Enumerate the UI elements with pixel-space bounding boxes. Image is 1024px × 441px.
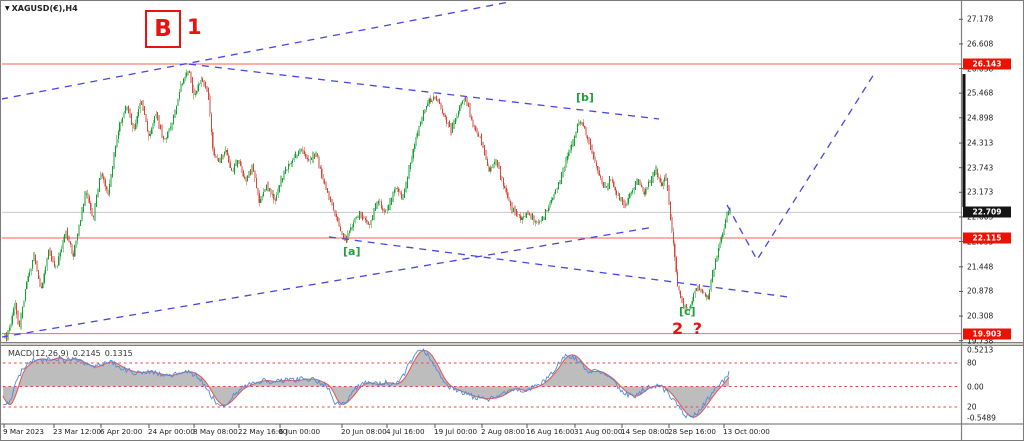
price-level-badge: 26.143 — [963, 58, 1011, 70]
macd-axis-label: 0.5213 — [967, 345, 994, 355]
trendline[interactable] — [1, 1, 514, 100]
time-tick-label: 23 Mar 12:00 — [53, 427, 101, 436]
dropdown-triangle-icon: ▼ — [5, 5, 10, 12]
macd-axis: 0.5213 80 0.00 20 -0.5489 — [962, 345, 1023, 425]
time-tick-label: 31 Aug 00:00 — [574, 427, 623, 436]
price-level-badge: 19.903 — [963, 328, 1011, 340]
time-tick-label: 22 May 16:00 — [238, 427, 288, 436]
macd-signal-line — [2, 349, 730, 418]
macd-main-line — [2, 348, 730, 419]
time-tick-label: 6 Jun 00:00 — [279, 427, 321, 436]
time-tick-label: 14 Sep 08:00 — [621, 427, 669, 436]
price-pane[interactable] — [1, 1, 961, 342]
price-axis[interactable]: 27.17826.60826.03825.46824.89824.31323.7… — [962, 1, 1023, 424]
time-tick-label: 13 Oct 00:00 — [723, 427, 770, 436]
time-tick-label: 6 Apr 20:00 — [100, 427, 143, 436]
price-tick: 27.178 — [967, 14, 994, 24]
symbol-timeframe-label[interactable]: ▼ XAGUSD(€),H4 — [5, 4, 78, 13]
price-tick: 20.308 — [967, 311, 994, 321]
price-tick: 23.743 — [967, 163, 994, 173]
price-tick: 23.173 — [967, 187, 994, 197]
price-level-badge: 22.115 — [963, 232, 1011, 244]
price-tick: 19.738 — [967, 336, 994, 346]
time-tick-label: 19 Jul 00:00 — [434, 427, 478, 436]
time-tick-label: 9 Mar 2023 — [3, 427, 44, 436]
current-price-badge: 22.709 — [963, 206, 1011, 218]
price-tick: 20.878 — [967, 286, 994, 296]
time-tick-label: 28 Sep 16:00 — [668, 427, 716, 436]
price-tick: 24.898 — [967, 113, 994, 123]
time-tick-label: 20 Jun 08:00 — [341, 427, 387, 436]
trendline[interactable] — [726, 73, 875, 262]
symbol-text: XAGUSD(€),H4 — [11, 4, 78, 13]
macd-axis-label: -0.5489 — [967, 413, 996, 423]
time-tick-label: 2 Aug 08:00 — [481, 427, 525, 436]
time-axis[interactable]: 9 Mar 2023 23 Mar 12:00 6 Apr 20:00 24 Apr … — [1, 425, 1023, 440]
macd-pane[interactable] — [2, 348, 959, 419]
price-tick: 25.468 — [967, 88, 994, 98]
price-tick: 26.608 — [967, 39, 994, 49]
time-tick-label: 8 May 08:00 — [193, 427, 238, 436]
price-tick: 24.313 — [967, 138, 994, 148]
trendline[interactable] — [328, 236, 789, 298]
trendline[interactable] — [1, 227, 650, 338]
macd-axis-label: 20 — [967, 402, 977, 412]
time-tick-label: 4 Jul 16:00 — [386, 427, 425, 436]
time-tick-label: 16 Aug 16:00 — [526, 427, 575, 436]
macd-axis-label: 0.00 — [967, 382, 984, 392]
trendline[interactable] — [188, 63, 660, 120]
macd-axis-label: 80 — [967, 358, 977, 368]
candlesticks — [4, 69, 731, 342]
price-tick: 21.448 — [967, 262, 994, 272]
time-tick-label: 24 Apr 00:00 — [148, 427, 195, 436]
axis-range-marker — [962, 74, 966, 207]
